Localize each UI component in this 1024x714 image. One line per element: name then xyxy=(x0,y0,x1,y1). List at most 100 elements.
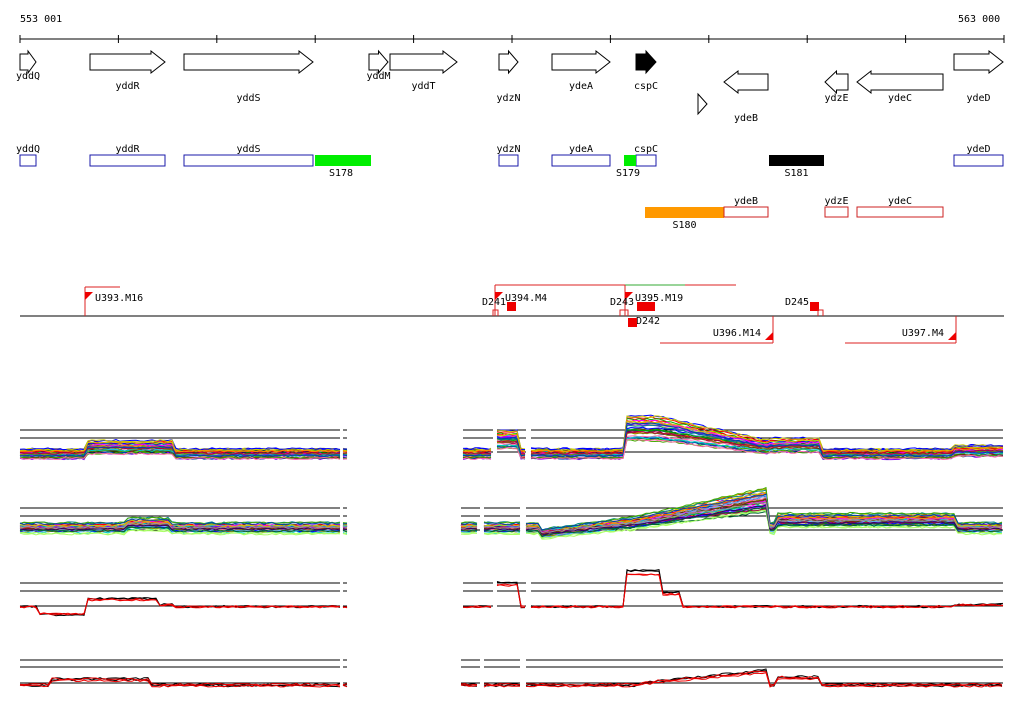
dsite-marker xyxy=(810,302,819,311)
expression-line xyxy=(342,606,348,609)
feature-box-yddS xyxy=(183,154,314,167)
expression-line xyxy=(20,439,341,451)
tu-flag-U396.M14 xyxy=(765,332,773,340)
gene-arrow-ydeA xyxy=(551,49,611,75)
segment-block-S179 xyxy=(624,155,636,166)
expression-line xyxy=(483,525,521,529)
coord-start-label: 553 001 xyxy=(20,14,62,25)
expression-line xyxy=(530,439,1004,460)
expression-line xyxy=(497,430,526,450)
expression-line xyxy=(342,530,348,533)
expression-line xyxy=(342,526,348,528)
expression-line xyxy=(460,527,478,530)
feature-label-ydeA: ydeA xyxy=(569,144,593,155)
expression-line xyxy=(496,583,526,607)
gene-label-cspC: cspC xyxy=(634,81,658,92)
expression-line xyxy=(483,682,521,686)
expression-line xyxy=(19,522,341,529)
expression-line xyxy=(20,445,341,458)
expression-panel-p2 xyxy=(19,486,1003,540)
segment-block-track: S178 S179 S181 S180 ydeB ydzE ydeC xyxy=(315,155,944,231)
tu-label-U396.M14: U396.M14 xyxy=(713,328,761,339)
segment-label-S179: S179 xyxy=(616,168,640,179)
feature-label-ydzN: ydzN xyxy=(496,144,520,155)
expression-line xyxy=(525,670,1003,686)
dsite-bracket xyxy=(817,309,824,316)
expression-line xyxy=(342,683,348,686)
coord-end-label: 563 000 xyxy=(958,14,1000,25)
expression-line xyxy=(462,454,492,457)
gene-arrow-yddS xyxy=(183,49,314,75)
feature-box-track: yddQ yddR yddS ydzN ydeA cspC ydeD xyxy=(16,144,1004,167)
gene-arrow-yddT xyxy=(389,49,458,75)
expression-line xyxy=(530,422,1004,458)
expression-line xyxy=(483,522,521,525)
transcription-unit-track: U393.M16 U394.M4 U395.M19 U396.M14 U397.M4 D2… xyxy=(20,284,1004,344)
expression-line xyxy=(460,683,478,686)
expression-line xyxy=(460,532,478,535)
gene-arrow-ydzN xyxy=(498,49,519,75)
expression-line xyxy=(462,457,492,461)
gene-arrow-cspC xyxy=(635,49,657,75)
gene-arrow-yddQ xyxy=(19,49,37,75)
feature-label-cspC: cspC xyxy=(634,144,658,155)
expression-line xyxy=(483,531,521,535)
tu-label-U394.M4: U394.M4 xyxy=(505,293,547,304)
expression-line xyxy=(342,454,348,456)
feature-box-red-ydzE xyxy=(824,206,849,218)
expression-line xyxy=(483,524,521,527)
expression-line xyxy=(460,683,478,686)
expression-line xyxy=(460,522,478,525)
gene-arrow-ydeC xyxy=(856,69,944,95)
expression-panel-p4 xyxy=(19,659,1003,688)
expression-line xyxy=(460,529,478,532)
tu-flag-U395.M19 xyxy=(625,292,633,300)
expression-line xyxy=(530,573,1004,609)
expression-line xyxy=(483,684,521,688)
expression-line xyxy=(460,521,478,525)
segment-block-S178 xyxy=(315,155,371,166)
gene-arrow-ydzE xyxy=(824,69,849,95)
dsite-marker xyxy=(637,302,646,311)
expression-line xyxy=(342,452,348,454)
gene-label-yddQ: yddQ xyxy=(16,71,40,82)
expression-line xyxy=(525,503,1003,536)
expression-line xyxy=(462,451,492,455)
expression-panel-p1 xyxy=(19,414,1004,461)
expression-line xyxy=(525,672,1003,688)
segment-block-S181 xyxy=(769,155,824,166)
expression-line xyxy=(19,516,341,525)
dsite-bracket xyxy=(619,309,629,316)
gene-arrow-ydeB xyxy=(723,69,769,95)
expression-line xyxy=(19,452,341,461)
expression-line xyxy=(460,526,478,529)
dsite-marker xyxy=(507,302,516,311)
feature-box-red-ydeC xyxy=(856,206,944,218)
dlabel-D245: D245 xyxy=(785,297,809,308)
expression-line xyxy=(19,598,341,616)
expression-line xyxy=(462,447,491,451)
expression-line xyxy=(462,449,492,453)
expression-line xyxy=(19,441,341,454)
expression-line xyxy=(19,446,341,457)
expression-panel-p3 xyxy=(19,569,1004,617)
gene-label-yddT: yddT xyxy=(411,81,435,92)
gene-arrow-ydeD xyxy=(953,49,1004,75)
tu-flag-U393.M16 xyxy=(85,292,93,300)
expression-line xyxy=(530,429,1004,452)
segment-label-S181: S181 xyxy=(784,168,808,179)
dsite-bracket xyxy=(492,309,499,316)
expression-line xyxy=(342,449,348,452)
expression-line xyxy=(525,510,1003,539)
tu-label-U397.M4: U397.M4 xyxy=(902,328,944,339)
dsite-marker xyxy=(646,302,655,311)
dsite-marker xyxy=(628,318,637,327)
segment-block-S180 xyxy=(645,207,724,218)
gene-label-ydeC: ydeC xyxy=(888,93,912,104)
feature-label-red-ydeC: ydeC xyxy=(888,196,912,207)
expression-line xyxy=(530,569,1004,608)
expression-line xyxy=(530,431,1003,453)
gene-arrow-track: yddQ yddR yddS yddM yddT ydzN ydeA cspC ydeD ydeB… xyxy=(16,49,1004,124)
gene-label-ydzE: ydzE xyxy=(824,93,848,104)
expression-line xyxy=(483,527,521,531)
